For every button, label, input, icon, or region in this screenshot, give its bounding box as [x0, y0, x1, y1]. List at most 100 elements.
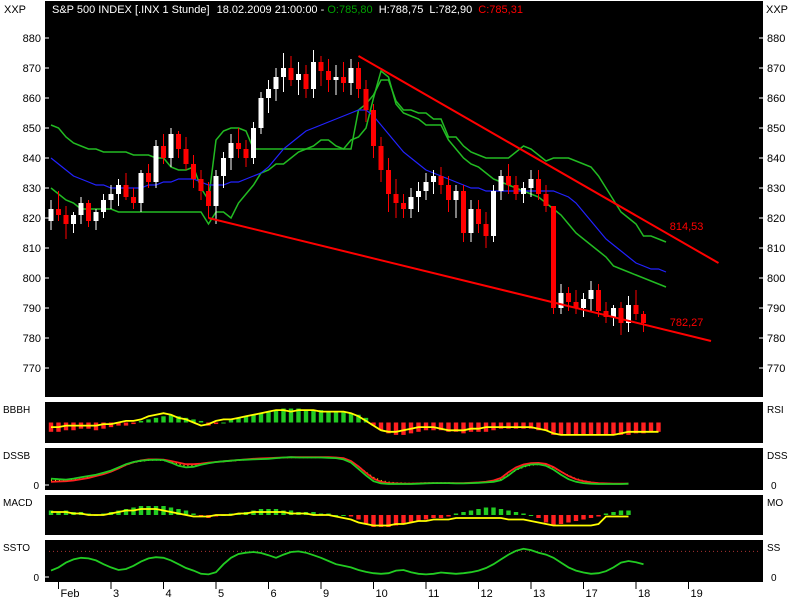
panel-label-left: DSSB: [3, 451, 31, 462]
histogram-bar: [161, 416, 166, 423]
histogram-bar: [281, 408, 286, 423]
histogram-bar: [341, 515, 346, 516]
header-separator: -: [321, 4, 328, 16]
dssb-panel: [45, 456, 629, 486]
candle-body: [146, 173, 151, 182]
histogram-bar: [468, 510, 474, 515]
histogram-bar: [356, 515, 361, 520]
candle-body: [348, 68, 354, 83]
candle-body: [528, 179, 534, 188]
panel-label-right: RSI: [767, 405, 784, 416]
candle-body: [543, 194, 549, 206]
panel-label-right: DSS: [767, 451, 788, 462]
histogram-bar: [528, 515, 534, 516]
histogram-bar: [476, 422, 481, 432]
trendline: [358, 55, 719, 264]
candle-body: [551, 206, 556, 308]
candle-body: [311, 62, 316, 89]
histogram-bar: [153, 417, 159, 423]
histogram-bar: [513, 512, 519, 515]
candle-body: [626, 305, 631, 323]
histogram-bar: [618, 422, 624, 435]
histogram-bar: [168, 414, 174, 423]
candle-body: [468, 209, 474, 233]
histogram-bar: [506, 510, 511, 515]
y-tick-label-right: 850: [767, 123, 785, 135]
x-tick-label: 19: [691, 588, 703, 600]
y-tick-label-right: 830: [767, 183, 785, 195]
candle-body: [288, 68, 294, 80]
candle-body: [416, 191, 421, 197]
histogram-bar: [573, 515, 579, 521]
histogram-bar: [461, 512, 466, 515]
candle-body: [453, 191, 459, 200]
x-tick-label: 6: [271, 588, 277, 600]
candle-body: [303, 74, 309, 89]
candle-body: [603, 311, 609, 317]
candle-body: [438, 176, 444, 185]
y-tick-label-right: 840: [767, 153, 785, 165]
histogram-bar: [131, 422, 136, 425]
x-tick-label: 17: [586, 588, 598, 600]
x-tick-label: 12: [481, 588, 493, 600]
panel-label-right: SS: [767, 543, 781, 554]
bbbh-panel: [48, 408, 661, 436]
panel-label-left: MACD: [3, 498, 32, 509]
candle-body: [423, 182, 429, 191]
candle-body: [258, 98, 264, 128]
histogram-bar: [581, 515, 586, 520]
histogram-bar: [438, 422, 444, 431]
price-panel: 814,53 782,27: [45, 37, 763, 369]
candle-body: [476, 209, 481, 224]
histogram-bar: [611, 512, 616, 515]
candle-body: [101, 200, 106, 212]
x-tick-label: 9: [323, 588, 329, 600]
histogram-bar: [251, 414, 256, 423]
histogram-bar: [326, 411, 331, 423]
y-tick-label-left: 770: [23, 363, 41, 375]
histogram-bar: [603, 513, 609, 515]
y-tick-label-right: 820: [767, 213, 785, 225]
candle-body: [483, 224, 489, 236]
histogram-bar: [401, 515, 406, 524]
y-tick-label-right: 860: [767, 93, 785, 105]
candle-body: [633, 305, 639, 314]
candle-body: [401, 203, 406, 209]
histogram-bar: [468, 422, 474, 432]
candle-body: [176, 134, 181, 149]
histogram-bar: [558, 422, 564, 435]
candle-body: [206, 191, 211, 206]
histogram-bar: [641, 422, 646, 434]
histogram-bar: [348, 413, 354, 423]
green-signal-line: [50, 547, 644, 576]
header-close: C:785,31: [478, 4, 523, 16]
histogram-bar: [183, 510, 189, 515]
candle-body: [461, 191, 466, 233]
histogram-bar: [138, 420, 144, 423]
histogram-bar: [146, 506, 151, 515]
histogram-bar: [566, 422, 571, 435]
histogram-bar: [536, 515, 541, 518]
y-tick-label-right: 800: [767, 273, 785, 285]
candle-body: [221, 158, 226, 176]
histogram-bar: [191, 419, 196, 423]
corner-label-right: XXP: [766, 4, 788, 16]
signal-line: [51, 508, 629, 527]
moving-average-line: [50, 109, 667, 273]
candle-body: [56, 209, 61, 215]
candle-body: [251, 128, 256, 158]
histogram-bar: [393, 515, 399, 526]
histogram-bar: [311, 512, 316, 515]
histogram-bar: [423, 515, 429, 520]
histogram-bar: [656, 422, 661, 432]
panel-label-right: MO: [767, 498, 783, 509]
candle-body: [446, 185, 451, 200]
histogram-bar: [498, 509, 504, 515]
y-tick-label-left: 830: [23, 183, 41, 195]
y-tick-label-left: 880: [23, 33, 41, 45]
candle-body: [431, 176, 436, 182]
panel-zero-label-left: 0: [33, 573, 39, 584]
candle-body: [71, 215, 76, 224]
histogram-bar: [543, 422, 549, 431]
